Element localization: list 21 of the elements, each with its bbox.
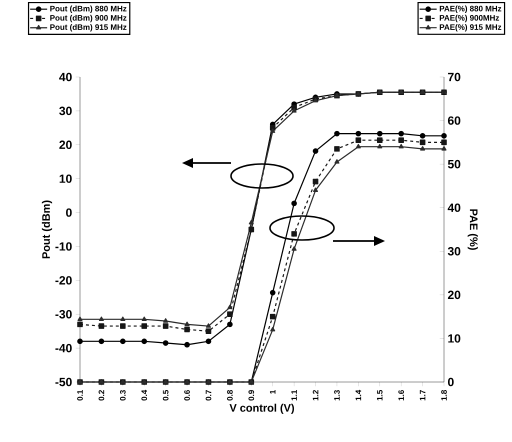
y-tick-label: -10 [55,242,72,251]
y-tick-label: 40 [59,72,72,82]
y2-axis-title: PAE (%) [468,209,478,250]
y-tick-label: 0 [66,208,72,217]
y2-tick-label: 60 [448,116,460,125]
y2-tick-label: 0 [448,378,454,386]
y2-tick-label: 70 [448,72,460,82]
y-tick-label: 20 [59,140,72,150]
y-tick-label: -50 [55,378,72,386]
y-tick-label: -30 [55,310,72,318]
y-axis-title: Pout (dBm) [42,200,52,258]
y2-tick-label: 30 [448,247,460,256]
y-tick-label: 30 [59,106,72,116]
y2-tick-label: 20 [448,290,460,300]
y2-tick-label: 10 [448,334,460,343]
y-tick-label: 10 [60,174,72,183]
y-tick-label: -40 [55,344,72,352]
y-tick-label: -20 [55,276,72,285]
y2-tick-label: 50 [448,160,460,168]
y2-tick-label: 40 [448,203,460,212]
x-axis-title: V control (V) [230,404,294,414]
